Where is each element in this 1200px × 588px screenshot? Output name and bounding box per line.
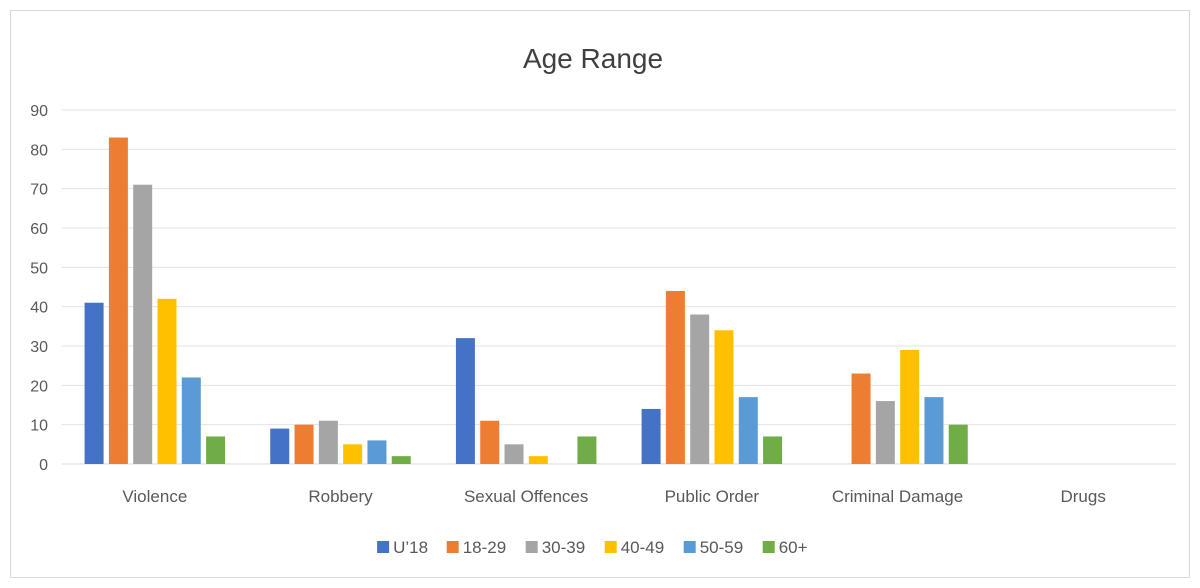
chart-frame	[10, 10, 1190, 578]
bar-U’18-Robbery	[270, 428, 290, 464]
y-tick-label: 90	[30, 103, 48, 120]
x-category-label: Drugs	[1060, 487, 1105, 506]
bar-40-49-Violence	[157, 298, 177, 464]
y-tick-label: 40	[30, 300, 48, 317]
x-category-label: Robbery	[308, 487, 373, 506]
gridlines	[62, 109, 1176, 465]
bar-30-39-Sexual Offences	[504, 444, 524, 464]
bar-60+-Robbery	[391, 456, 411, 464]
y-tick-label: 70	[30, 182, 48, 199]
y-tick-label: 60	[30, 221, 48, 238]
y-tick-label: 30	[30, 339, 48, 356]
bar-60+-Sexual Offences	[577, 436, 597, 464]
bar-18-29-Criminal Damage	[851, 373, 871, 464]
bar-40-49-Sexual Offences	[528, 456, 548, 464]
legend-swatch-40-49	[604, 541, 617, 553]
y-tick-label: 80	[30, 142, 48, 159]
legend: U’18 18-29 30-39 40-49 50-59 60+	[377, 538, 808, 557]
bar-30-39-Criminal Damage	[875, 401, 895, 464]
bar-30-39-Violence	[133, 184, 153, 464]
legend-swatch-50-59	[683, 541, 696, 553]
x-category-label: Sexual Offences	[464, 487, 588, 506]
bar-60+-Public Order	[763, 436, 783, 464]
x-category-label: Criminal Damage	[832, 487, 963, 506]
y-tick-label: 0	[39, 457, 48, 474]
bar-U’18-Sexual Offences	[455, 338, 475, 464]
bar-U’18-Violence	[84, 302, 104, 464]
y-axis-ticks: 0 10 20 30 40 50 60 70 80 90	[30, 103, 48, 474]
bar-60+-Criminal Damage	[948, 424, 968, 464]
bar-40-49-Public Order	[714, 330, 734, 464]
bar-30-39-Public Order	[690, 314, 710, 464]
chart-title: Age Range	[523, 43, 663, 74]
bar-18-29-Public Order	[665, 290, 685, 464]
x-category-label: Violence	[122, 487, 187, 506]
legend-swatch-30-39	[525, 541, 538, 553]
bar-U’18-Public Order	[641, 408, 661, 464]
y-tick-label: 10	[30, 418, 48, 435]
legend-swatch-60+	[762, 541, 775, 553]
y-tick-label: 50	[30, 260, 48, 277]
bar-60+-Violence	[206, 436, 226, 464]
bar-18-29-Sexual Offences	[480, 420, 500, 464]
legend-label: 50-59	[700, 538, 743, 557]
legend-label: 18-29	[463, 538, 506, 557]
legend-label: 30-39	[542, 538, 585, 557]
bar-18-29-Violence	[108, 137, 128, 465]
bar-40-49-Criminal Damage	[900, 349, 920, 464]
bar-40-49-Robbery	[343, 444, 363, 464]
legend-label: U’18	[393, 538, 428, 557]
x-axis-categories: Violence Robbery Sexual Offences Public Ord…	[122, 487, 1105, 506]
bars	[84, 137, 968, 465]
legend-label: 60+	[779, 538, 808, 557]
bar-30-39-Robbery	[318, 420, 338, 464]
bar-50-59-Public Order	[738, 397, 758, 464]
y-tick-label: 20	[30, 378, 48, 395]
bar-50-59-Criminal Damage	[924, 397, 944, 464]
legend-swatch-18-29	[446, 541, 459, 553]
bar-50-59-Robbery	[367, 440, 387, 464]
bar-50-59-Violence	[181, 377, 201, 464]
x-category-label: Public Order	[665, 487, 760, 506]
bar-18-29-Robbery	[294, 424, 314, 464]
legend-label: 40-49	[621, 538, 664, 557]
legend-swatch-U’18	[377, 541, 390, 553]
